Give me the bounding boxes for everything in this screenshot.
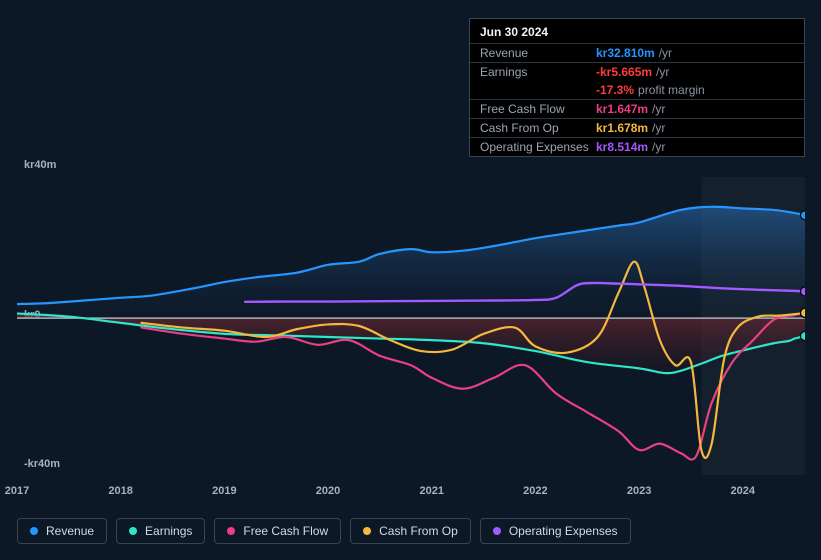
legend-label: Operating Expenses [509,524,618,538]
tooltip-value: kr8.514m [596,140,648,154]
end-marker-opex [801,287,806,296]
tooltip-date: Jun 30 2024 [470,19,804,43]
x-tick-label: 2021 [419,485,443,497]
tooltip-value: kr1.647m [596,102,648,116]
legend-label: Revenue [46,524,94,538]
legend-label: Cash From Op [379,524,458,538]
tooltip-unit: /yr [652,102,665,116]
legend-dot [129,527,137,535]
tooltip-value: kr1.678m [596,121,648,135]
chart-legend: Revenue Earnings Free Cash Flow Cash From O… [17,518,631,544]
tooltip-unit: /yr [652,140,665,154]
tooltip-row: -17.3% profit margin [470,81,804,99]
tooltip-unit: /yr [652,121,665,135]
x-tick-label: 2017 [5,485,29,497]
tooltip-row: Operating Expenseskr8.514m/yr [470,137,804,156]
tooltip-value: -kr5.665m [596,65,652,79]
tooltip-label: Cash From Op [480,121,596,135]
legend-item-cash-from-op[interactable]: Cash From Op [350,518,471,544]
x-tick-label: 2023 [627,485,651,497]
end-marker-cfo [801,308,806,317]
x-tick-label: 2024 [731,485,755,497]
tooltip-label: Revenue [480,46,596,60]
x-tick-label: 2022 [523,485,547,497]
x-axis-labels: 20172018201920202021202220232024 [17,485,805,503]
legend-dot [30,527,38,535]
legend-dot [363,527,371,535]
tooltip-row: Free Cash Flowkr1.647m/yr [470,99,804,118]
tooltip-label: Earnings [480,65,596,79]
legend-label: Earnings [145,524,192,538]
x-tick-label: 2020 [316,485,340,497]
legend-item-free-cash-flow[interactable]: Free Cash Flow [214,518,341,544]
end-marker-revenue [801,211,806,220]
x-tick-label: 2018 [108,485,132,497]
end-marker-earnings [801,332,806,341]
chart-tooltip: Jun 30 2024 Revenuekr32.810m/yrEarnings-… [469,18,805,157]
tooltip-label: Free Cash Flow [480,102,596,116]
chart-plot-area[interactable] [17,177,805,475]
tooltip-unit: /yr [659,46,672,60]
tooltip-row: Revenuekr32.810m/yr [470,43,804,62]
tooltip-row: Cash From Opkr1.678m/yr [470,118,804,137]
y-tick-label: kr40m [24,159,56,171]
tooltip-value: kr32.810m [596,46,655,60]
tooltip-value: -17.3% [596,83,634,97]
tooltip-unit: /yr [656,65,669,79]
tooltip-label: Operating Expenses [480,140,596,154]
legend-dot [227,527,235,535]
legend-item-earnings[interactable]: Earnings [116,518,205,544]
legend-item-revenue[interactable]: Revenue [17,518,107,544]
legend-dot [493,527,501,535]
x-tick-label: 2019 [212,485,236,497]
tooltip-row: Earnings-kr5.665m/yr [470,62,804,81]
tooltip-unit: profit margin [638,83,705,97]
legend-item-operating-expenses[interactable]: Operating Expenses [480,518,631,544]
legend-label: Free Cash Flow [243,524,328,538]
